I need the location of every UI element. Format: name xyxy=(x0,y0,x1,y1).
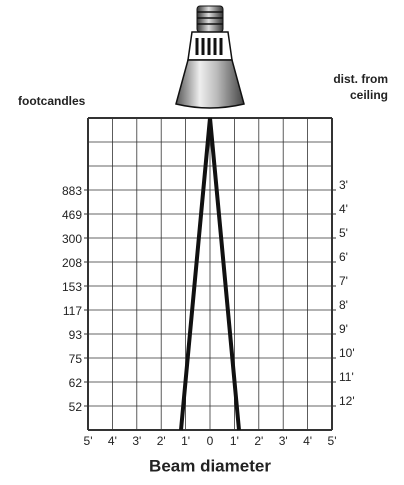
distance-label: 10' xyxy=(339,346,355,360)
beam-tick-label: 1' xyxy=(181,434,190,448)
footcandle-label: 75 xyxy=(69,352,83,366)
beam-tick-label: 3' xyxy=(279,434,288,448)
distance-label: 5' xyxy=(339,226,348,240)
footcandle-label: 153 xyxy=(62,280,82,294)
beam-tick-label: 0 xyxy=(207,434,214,448)
footcandle-label: 208 xyxy=(62,256,82,270)
distance-label: 6' xyxy=(339,250,348,264)
distance-label: 12' xyxy=(339,394,355,408)
beam-tick-label: 4' xyxy=(108,434,117,448)
footcandle-label: 117 xyxy=(63,304,82,318)
footcandle-label: 300 xyxy=(62,232,82,246)
distance-label: 3' xyxy=(339,178,348,192)
distance-label: 9' xyxy=(339,322,348,336)
footcandle-label: 93 xyxy=(69,328,83,342)
x-title: Beam diameter xyxy=(149,456,271,475)
beam-tick-label: 3' xyxy=(132,434,141,448)
beam-tick-label: 2' xyxy=(254,434,263,448)
footcandle-label: 62 xyxy=(69,376,83,390)
beam-tick-label: 1' xyxy=(230,434,239,448)
distance-label: 11' xyxy=(339,370,354,384)
footcandle-label: 52 xyxy=(69,400,83,414)
bulb-icon xyxy=(175,5,245,109)
footcandle-label: 883 xyxy=(62,184,82,198)
right-heading: dist. from xyxy=(333,72,388,86)
beam-tick-label: 4' xyxy=(303,434,312,448)
beam-tick-label: 5' xyxy=(328,434,337,448)
beam-tick-label: 2' xyxy=(157,434,166,448)
beam-tick-label: 5' xyxy=(84,434,93,448)
right-heading: ceiling xyxy=(350,88,388,102)
distance-label: 8' xyxy=(339,298,348,312)
distance-label: 7' xyxy=(339,274,348,288)
distance-label: 4' xyxy=(339,202,348,216)
left-heading: footcandles xyxy=(18,94,86,108)
beam xyxy=(179,117,241,431)
footcandle-label: 469 xyxy=(62,208,82,222)
